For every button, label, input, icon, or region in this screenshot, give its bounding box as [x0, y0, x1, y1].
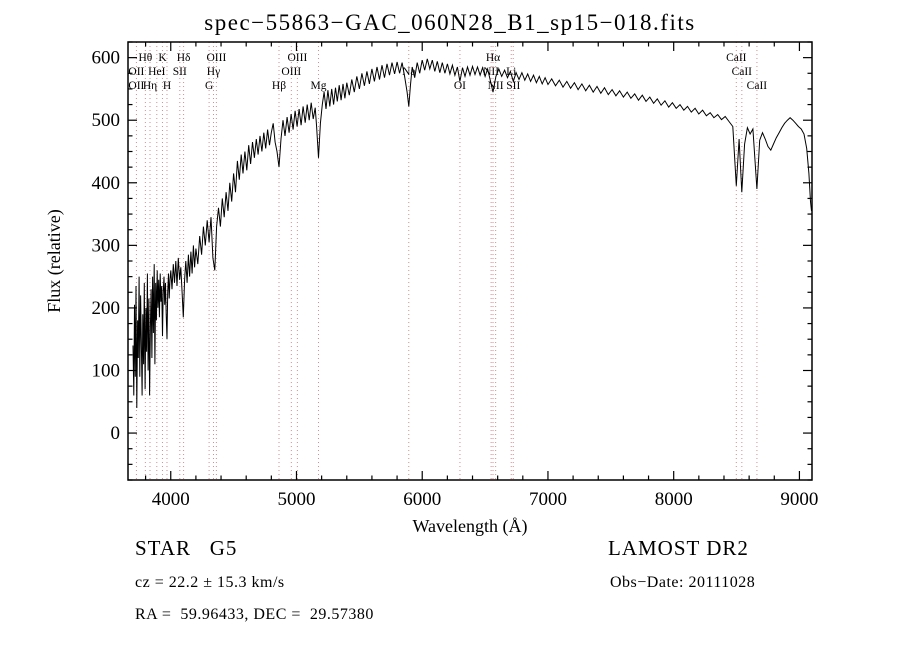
svg-text:Mg: Mg: [311, 80, 327, 92]
svg-text:CaII: CaII: [747, 80, 768, 92]
obs-date: Obs−Date: 20111028: [610, 574, 756, 591]
x-axis-label: Wavelength (Å): [412, 516, 527, 537]
svg-text:7000: 7000: [529, 489, 567, 510]
svg-text:Hγ: Hγ: [207, 66, 220, 78]
svg-text:4000: 4000: [152, 489, 190, 510]
svg-text:500: 500: [92, 110, 121, 131]
svg-text:G: G: [205, 80, 213, 92]
svg-text:OI: OI: [454, 80, 466, 92]
svg-text:5000: 5000: [278, 489, 316, 510]
redshift-velocity: cz = 22.2 ± 15.3 km/s: [135, 574, 285, 591]
spectral-line-labels: OIIOIIHθHηHeIKHSIIHδGHγOIIIHβOIIIOIIIMgN…: [128, 52, 767, 92]
svg-text:HeI: HeI: [148, 66, 165, 78]
svg-text:0: 0: [111, 423, 121, 444]
svg-text:CaII: CaII: [732, 66, 753, 78]
svg-text:300: 300: [92, 235, 121, 256]
svg-text:Hδ: Hδ: [177, 52, 191, 64]
svg-text:H: H: [163, 80, 171, 92]
spectral-line-markers: [135, 42, 758, 480]
svg-text:400: 400: [92, 173, 121, 194]
y-tick-labels: 0 100 200 300 400 500 600: [92, 48, 121, 445]
survey-release: LAMOST DR2: [608, 536, 749, 560]
svg-text:200: 200: [92, 298, 121, 319]
svg-text:OII: OII: [128, 66, 144, 78]
svg-text:Li: Li: [506, 66, 516, 78]
svg-text:9000: 9000: [780, 489, 818, 510]
svg-text:Hθ: Hθ: [138, 52, 152, 64]
coordinates: RA = 59.96433, DEC = 29.57380: [135, 606, 374, 623]
y-axis-label: Flux (relative): [44, 209, 65, 312]
svg-text:6000: 6000: [403, 489, 441, 510]
object-classification: STAR G5: [135, 536, 238, 560]
svg-text:K: K: [158, 52, 167, 64]
svg-text:OIII: OIII: [288, 52, 308, 64]
svg-text:NII: NII: [488, 80, 504, 92]
svg-text:SII: SII: [506, 80, 520, 92]
svg-text:Hα: Hα: [486, 52, 500, 64]
svg-text:8000: 8000: [655, 489, 693, 510]
x-tick-labels: 4000 5000 6000 7000 8000 9000: [152, 489, 819, 510]
axis-ticks: [128, 41, 812, 481]
svg-text:OIII: OIII: [207, 52, 227, 64]
svg-text:Hη: Hη: [143, 80, 157, 92]
spectrum-trace: [132, 58, 812, 409]
plot-frame: [127, 41, 813, 481]
svg-text:SII: SII: [173, 66, 187, 78]
svg-text:Hβ: Hβ: [272, 80, 286, 92]
svg-text:OIII: OIII: [281, 66, 301, 78]
svg-text:100: 100: [92, 361, 121, 382]
plot-title: spec−55863−GAC_060N28_B1_sp15−018.fits: [204, 10, 696, 35]
svg-text:600: 600: [92, 48, 121, 69]
svg-text:CaII: CaII: [726, 52, 747, 64]
